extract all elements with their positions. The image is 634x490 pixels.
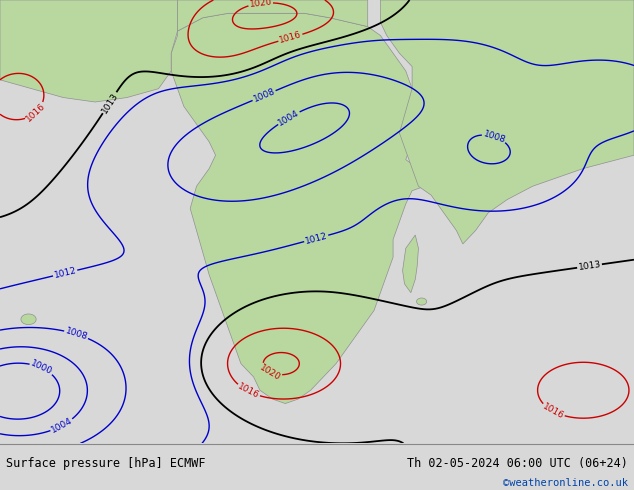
Text: 1004: 1004 [276,108,301,127]
Text: Surface pressure [hPa] ECMWF: Surface pressure [hPa] ECMWF [6,457,206,469]
Text: 1013: 1013 [100,91,120,115]
Polygon shape [0,0,178,102]
Polygon shape [403,235,418,293]
Circle shape [21,314,36,324]
Text: Th 02-05-2024 06:00 UTC (06+24): Th 02-05-2024 06:00 UTC (06+24) [407,457,628,469]
Text: 1008: 1008 [64,326,89,342]
Text: 1016: 1016 [541,402,566,421]
Text: ©weatheronline.co.uk: ©weatheronline.co.uk [503,478,628,488]
Text: 1013: 1013 [578,260,602,272]
Text: 1004: 1004 [49,416,74,435]
Text: 1000: 1000 [29,359,54,377]
Polygon shape [178,0,368,31]
Text: 1016: 1016 [236,382,261,400]
Text: 1020: 1020 [249,0,273,9]
Circle shape [417,298,427,305]
Text: 1016: 1016 [24,101,48,123]
Text: 1012: 1012 [304,231,328,245]
Text: 1008: 1008 [482,129,507,145]
Text: 1008: 1008 [252,87,276,104]
Text: 1020: 1020 [258,363,282,382]
Polygon shape [380,0,634,244]
Text: 1016: 1016 [278,30,302,45]
Polygon shape [171,13,431,404]
Text: 1012: 1012 [53,266,77,280]
